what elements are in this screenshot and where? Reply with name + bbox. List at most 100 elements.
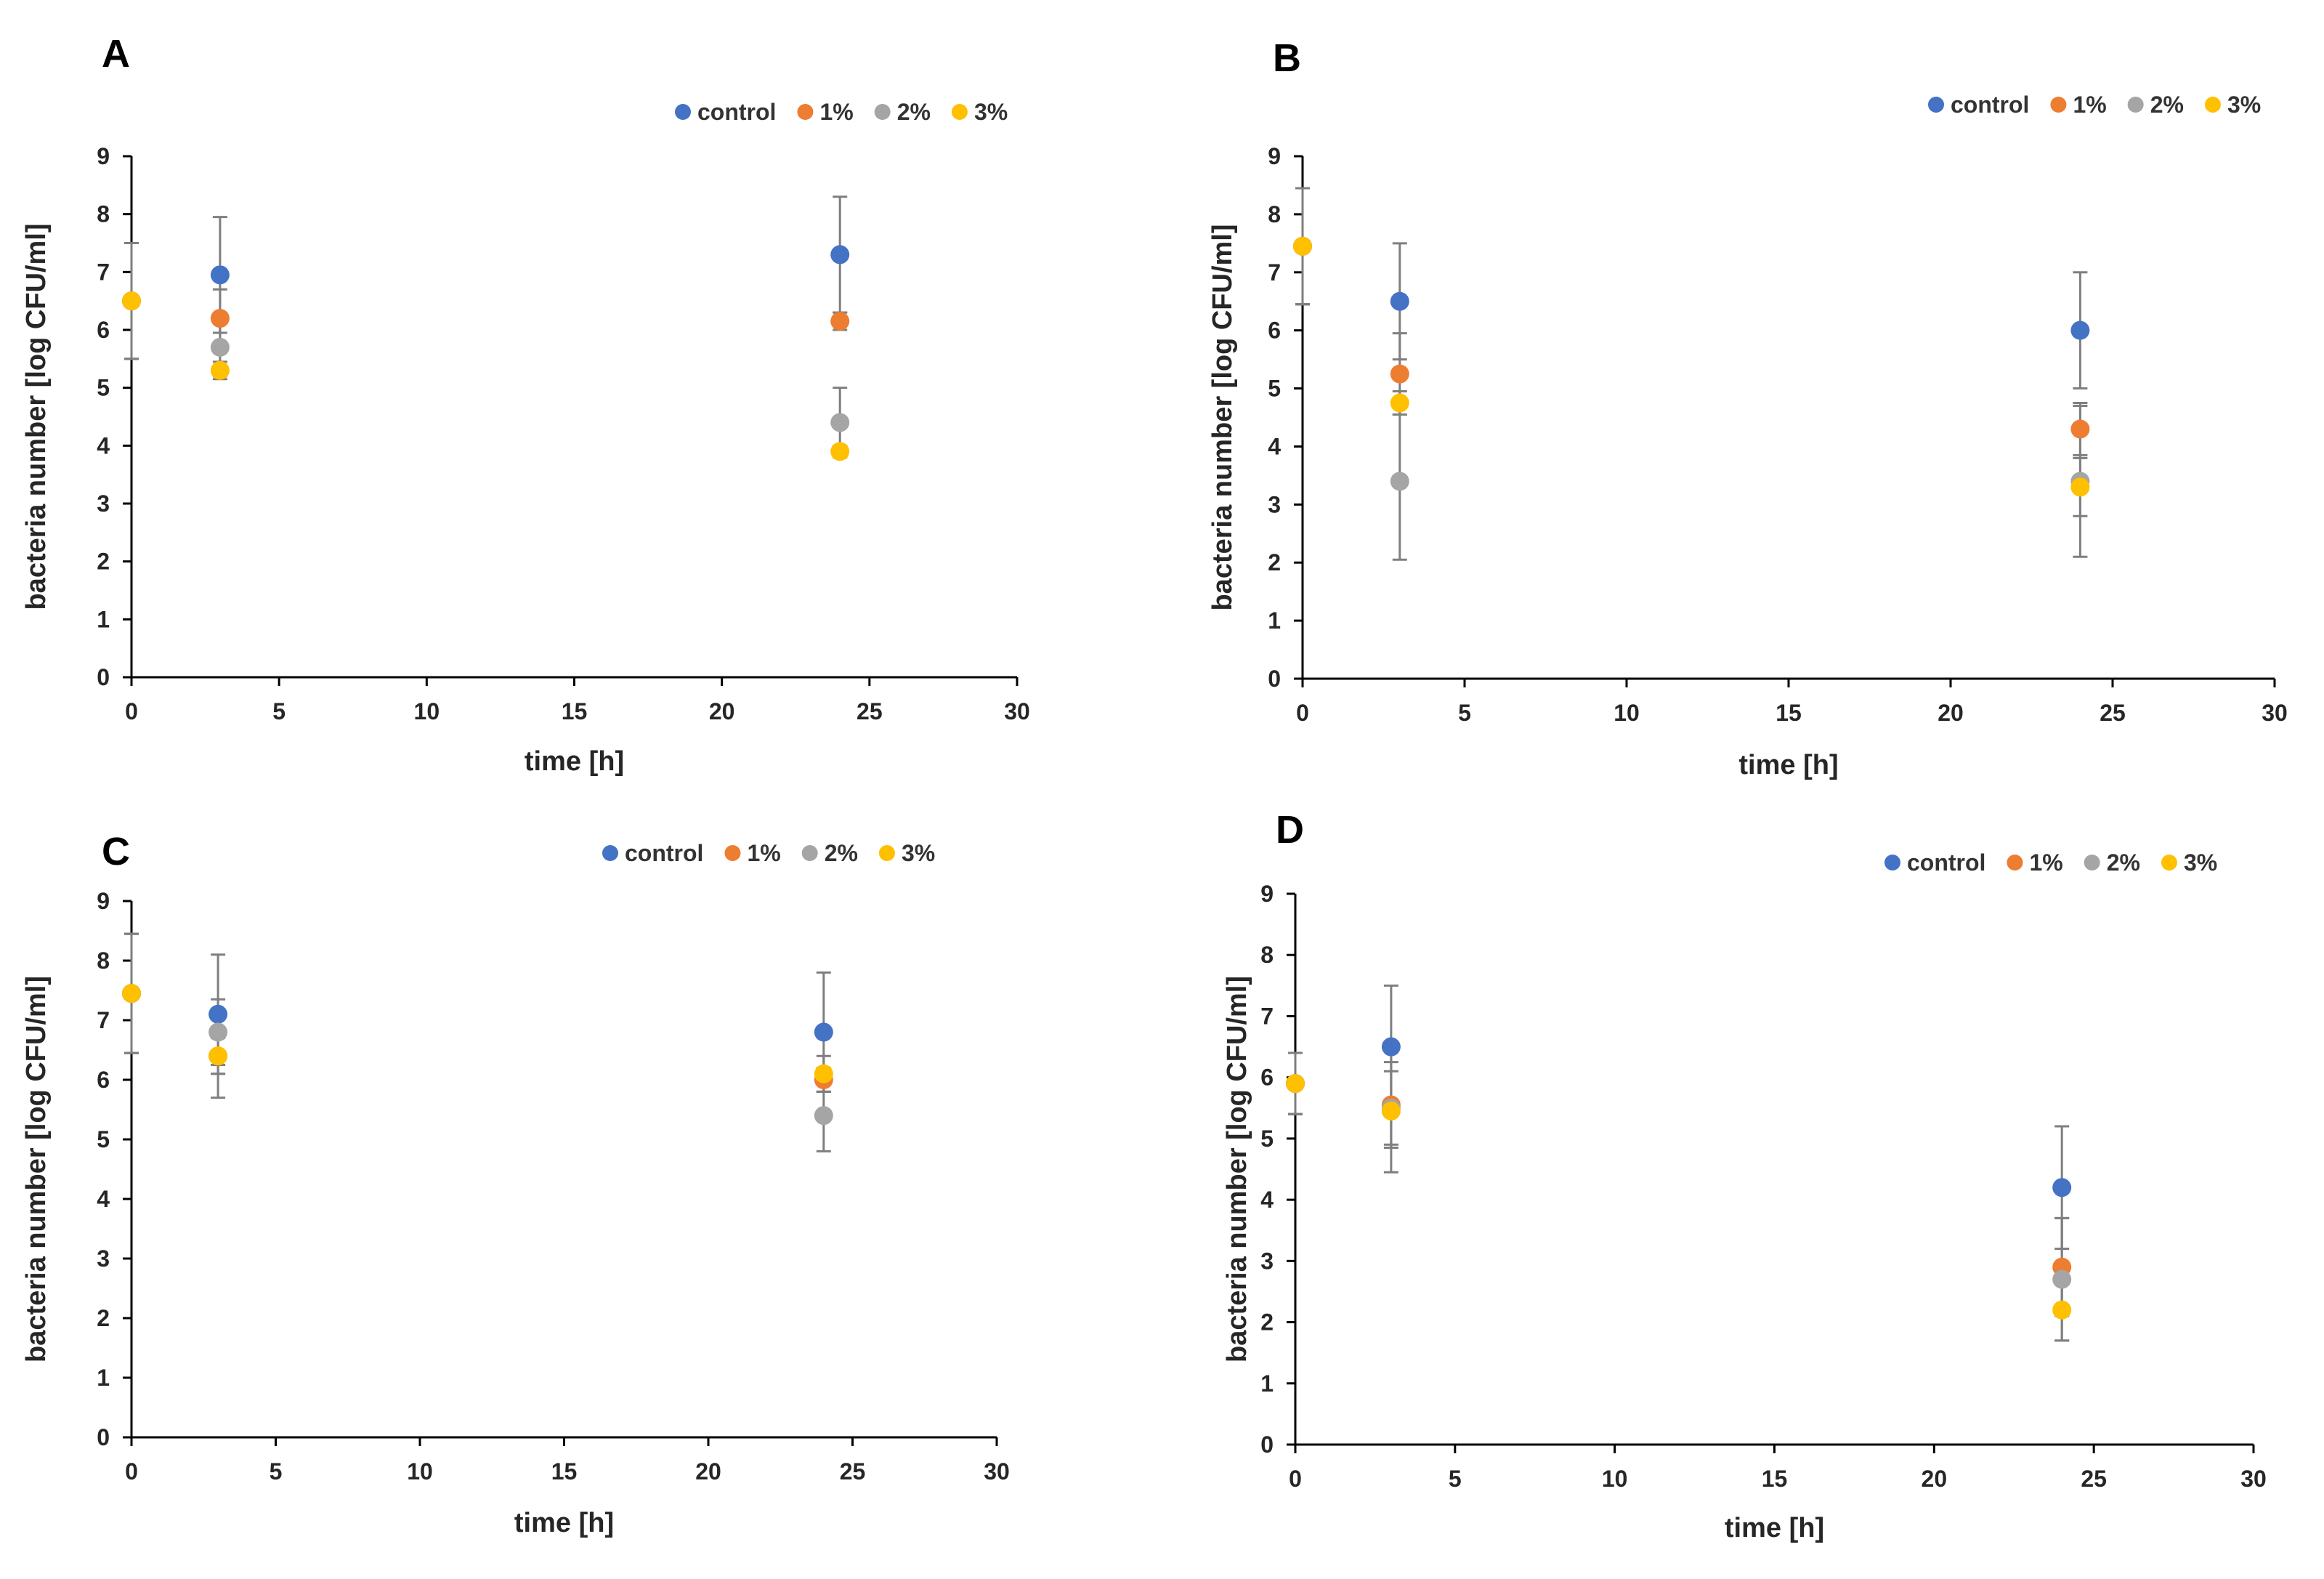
y-tick-label: 1 (1268, 607, 1281, 634)
x-tick-label: 25 (2081, 1466, 2107, 1492)
legend: control 1% 2% 3% (602, 840, 935, 866)
legend-marker-icon (2007, 855, 2023, 871)
y-tick-label: 3 (97, 490, 110, 517)
panel-label: B (1273, 36, 1301, 80)
x-tick-label: 10 (407, 1458, 433, 1485)
chart-panel-b: B 0 5 10 15 20 25 30 0 1 2 3 4 5 6 7 8 9 time [h] bacteria … (1207, 36, 2288, 780)
y-tick-label: 0 (97, 664, 110, 690)
y-tick-label: 9 (97, 143, 110, 169)
y-tick-label: 3 (1260, 1248, 1274, 1274)
legend-marker-icon (801, 845, 818, 861)
y-tick-label: 9 (97, 888, 110, 914)
data-point-3pct (1381, 1101, 1401, 1120)
legend-label: 2% (825, 840, 858, 866)
x-tick-label: 20 (1922, 1466, 1948, 1492)
chart-panel-c: C 0 5 10 15 20 25 30 0 1 2 3 4 5 6 7 8 9 time [h] bacteria … (21, 830, 1010, 1538)
x-tick-label: 0 (125, 1458, 138, 1485)
data-point-3pct (1293, 236, 1312, 256)
y-tick-label: 8 (97, 948, 110, 974)
data-point-3pct (210, 360, 230, 380)
data-point-2pct (830, 413, 850, 432)
x-axis-title: time [h] (1725, 1513, 1824, 1543)
y-tick-label: 4 (97, 1186, 110, 1212)
x-tick-label: 5 (1449, 1466, 1462, 1492)
data-point-control (814, 1022, 833, 1042)
x-tick-label: 5 (270, 1458, 283, 1485)
chart-panel-a: A 0 5 10 15 20 25 30 0 1 2 3 4 5 6 7 8 9 time [h] bacteria … (21, 32, 1030, 777)
y-tick-label: 0 (97, 1424, 110, 1450)
y-tick-label: 6 (97, 317, 110, 343)
data-point-3pct (814, 1064, 833, 1083)
data-point-2pct (814, 1106, 833, 1126)
x-tick-label: 10 (1614, 700, 1640, 726)
legend-label: 3% (902, 840, 935, 866)
y-axis-title: bacteria number [log CFU/ml] (21, 976, 52, 1362)
x-tick-label: 0 (125, 698, 138, 724)
legend-label: control (697, 99, 776, 125)
y-tick-label: 8 (97, 201, 110, 227)
x-tick-label: 25 (857, 698, 883, 724)
y-tick-label: 6 (1260, 1065, 1274, 1091)
legend-label: 3% (2184, 849, 2217, 876)
legend-marker-icon (874, 104, 891, 120)
data-point-1pct (210, 309, 230, 328)
data-point-2pct (208, 1022, 228, 1042)
data-point-2pct (1390, 472, 1409, 491)
legend-marker-icon (951, 104, 968, 120)
x-tick-label: 30 (1004, 698, 1030, 724)
data-point-control (208, 1004, 228, 1024)
panel-label: D (1276, 808, 1304, 852)
x-tick-label: 15 (1776, 700, 1802, 726)
legend-marker-icon (1884, 855, 1900, 871)
legend-marker-icon (2084, 855, 2100, 871)
legend-marker-icon (2204, 97, 2221, 113)
y-tick-label: 4 (97, 432, 110, 459)
x-tick-label: 20 (695, 1458, 721, 1485)
legend-label: 2% (2107, 849, 2140, 876)
y-tick-label: 1 (1260, 1370, 1274, 1397)
data-point-3pct (2070, 477, 2090, 497)
data-point-2pct (210, 337, 230, 357)
y-tick-label: 2 (1268, 549, 1281, 576)
x-tick-label: 5 (1458, 700, 1471, 726)
legend-marker-icon (675, 104, 691, 120)
y-tick-label: 6 (1268, 318, 1281, 344)
legend-label: 1% (747, 840, 780, 866)
legend-label: 3% (2227, 92, 2261, 118)
legend-marker-icon (724, 845, 741, 861)
data-point-control (830, 245, 850, 264)
y-tick-label: 7 (1260, 1003, 1274, 1029)
data-point-2pct (2052, 1269, 2072, 1289)
legend-label: control (1907, 849, 1985, 876)
legend-marker-icon (1928, 97, 1944, 113)
y-tick-label: 5 (1268, 376, 1281, 402)
legend-label: control (625, 840, 703, 866)
data-point-3pct (208, 1046, 228, 1066)
x-tick-label: 20 (1938, 700, 1964, 726)
x-tick-label: 30 (2240, 1466, 2267, 1492)
x-tick-label: 15 (562, 698, 588, 724)
y-tick-label: 5 (1260, 1126, 1274, 1152)
data-point-control (2052, 1178, 2072, 1198)
y-tick-label: 7 (1268, 259, 1281, 286)
x-tick-label: 30 (2262, 700, 2288, 726)
panel-label: A (102, 32, 130, 76)
y-tick-label: 9 (1260, 881, 1274, 907)
data-point-3pct (830, 442, 850, 461)
legend-label: 1% (819, 99, 853, 125)
x-tick-label: 10 (1602, 1466, 1628, 1492)
x-axis-title: time [h] (525, 746, 624, 777)
legend-marker-icon (2050, 97, 2067, 113)
x-tick-label: 30 (984, 1458, 1010, 1485)
y-tick-label: 5 (97, 1126, 110, 1152)
data-point-3pct (122, 291, 141, 311)
x-tick-label: 20 (709, 698, 735, 724)
y-tick-label: 2 (97, 549, 110, 575)
x-tick-label: 25 (840, 1458, 866, 1485)
x-tick-label: 15 (551, 1458, 578, 1485)
y-axis-title: bacteria number [log CFU/ml] (1222, 976, 1252, 1362)
chart-panel-d: D 0 5 10 15 20 25 30 0 1 2 3 4 5 6 7 8 9 time [h] bacteria … (1222, 808, 2267, 1543)
legend-label: 1% (2073, 92, 2106, 118)
x-tick-label: 5 (272, 698, 286, 724)
data-point-1pct (2070, 419, 2090, 439)
